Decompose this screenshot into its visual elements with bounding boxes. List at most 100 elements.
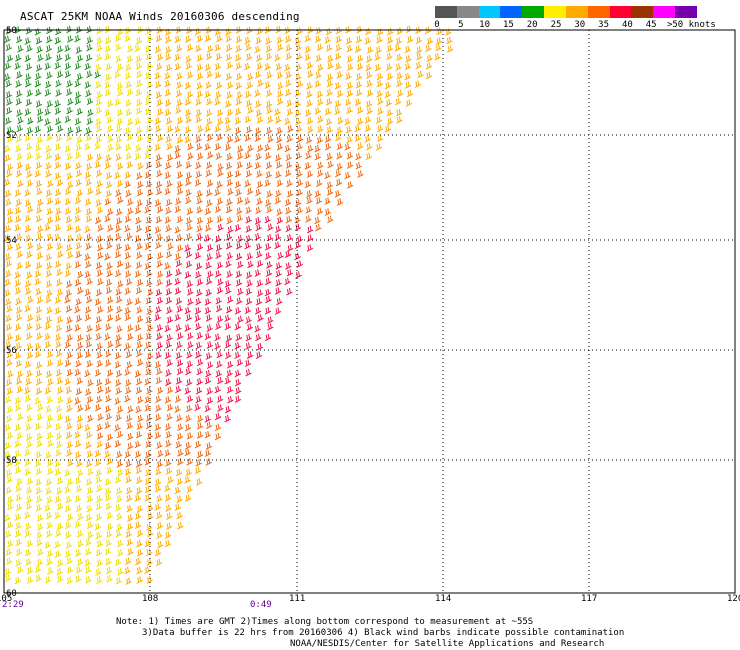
wind-barb: [126, 232, 133, 240]
wind-barb: [197, 358, 204, 367]
wind-barb: [355, 88, 363, 97]
wind-barb: [277, 97, 284, 106]
wind-barb: [156, 169, 163, 178]
wind-barb: [194, 466, 202, 475]
wind-barb: [6, 350, 13, 359]
wind-barb: [94, 142, 101, 151]
wind-barb: [206, 199, 213, 207]
wind-barb: [76, 334, 84, 342]
wind-barb: [244, 197, 251, 205]
wind-barb: [55, 368, 63, 377]
wind-barb: [84, 225, 91, 233]
wind-barb: [425, 44, 432, 53]
wind-barb: [74, 117, 82, 126]
wind-barb: [95, 531, 102, 540]
wind-barb: [135, 430, 143, 439]
wind-barb: [184, 324, 191, 332]
wind-barb: [217, 278, 224, 286]
wind-barb: [164, 493, 172, 502]
wind-barb: [4, 73, 11, 81]
wind-barb: [204, 207, 212, 216]
wind-barb: [116, 260, 124, 268]
wind-barb: [96, 351, 103, 359]
wind-barb: [14, 423, 22, 432]
wind-barb: [306, 90, 313, 99]
wind-barb: [305, 151, 312, 160]
wind-barb: [186, 378, 193, 387]
wind-barb: [364, 135, 371, 143]
wind-barb: [46, 350, 54, 359]
wind-barb: [165, 250, 173, 259]
wind-barb: [144, 404, 151, 412]
wind-barb: [184, 387, 191, 395]
wind-barb: [105, 394, 112, 403]
wind-barb: [165, 288, 173, 296]
wind-barb: [66, 79, 73, 88]
wind-barb: [314, 190, 322, 198]
longitude-label: 108: [142, 594, 159, 604]
wind-barb: [35, 214, 43, 223]
wind-barb: [364, 124, 372, 133]
wind-barb: [216, 350, 223, 359]
wind-barb: [114, 34, 122, 43]
wind-barb: [175, 89, 183, 98]
wind-barb: [215, 322, 222, 331]
wind-barb: [6, 521, 14, 529]
wind-barb: [76, 341, 84, 350]
wind-barb: [24, 54, 32, 63]
wind-barb: [164, 539, 172, 548]
wind-barb: [364, 116, 372, 124]
wind-barb: [327, 62, 334, 70]
wind-barb: [94, 369, 102, 377]
wind-barb: [66, 478, 74, 486]
wind-barb: [165, 135, 173, 143]
wind-barb: [95, 80, 102, 89]
wind-barb: [346, 106, 353, 115]
wind-barb: [225, 44, 233, 52]
wind-barb: [124, 368, 131, 376]
wind-barb: [56, 268, 63, 277]
legend-swatch: [609, 6, 632, 18]
wind-barb: [225, 205, 233, 214]
wind-barb: [354, 124, 361, 133]
wind-barb: [355, 72, 363, 81]
wind-barb: [365, 27, 372, 36]
wind-barb: [25, 378, 32, 386]
wind-barb: [266, 71, 273, 79]
wind-barb: [206, 387, 213, 395]
wind-barb: [116, 63, 124, 71]
wind-barb: [135, 54, 143, 63]
wind-barb: [195, 142, 203, 151]
wind-barb: [46, 496, 53, 504]
wind-barb: [84, 253, 91, 261]
wind-barb: [26, 403, 33, 412]
wind-barb: [7, 495, 14, 504]
wind-barb: [25, 287, 32, 295]
wind-barb: [146, 279, 153, 287]
wind-barb: [135, 62, 143, 70]
wind-barb: [215, 369, 223, 378]
wind-barb: [205, 369, 212, 378]
wind-barb: [265, 170, 273, 179]
wind-barb: [185, 171, 193, 180]
wind-barb: [135, 405, 142, 414]
wind-barb: [96, 306, 104, 314]
wind-barb: [46, 459, 54, 467]
wind-barb: [165, 270, 173, 278]
wind-barb: [56, 70, 64, 79]
wind-barb: [336, 126, 343, 135]
wind-barb: [166, 512, 173, 520]
wind-barb: [26, 271, 33, 279]
wind-barb: [206, 216, 214, 225]
wind-barb: [44, 118, 51, 126]
wind-barb: [344, 98, 352, 106]
wind-barb: [16, 71, 23, 79]
wind-barb: [54, 172, 62, 180]
wind-barb: [46, 521, 53, 529]
wind-barb: [67, 126, 74, 135]
wind-barb: [86, 395, 94, 404]
wind-barb: [116, 295, 123, 304]
wind-barb: [77, 469, 84, 477]
wind-barb: [184, 98, 192, 106]
wind-barb: [204, 298, 212, 306]
